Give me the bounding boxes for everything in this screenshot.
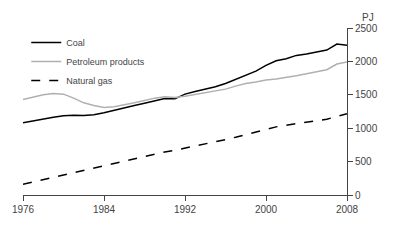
svg-text:1500: 1500 (355, 89, 378, 100)
svg-text:1976: 1976 (12, 204, 35, 215)
svg-text:PJ: PJ (362, 12, 374, 23)
svg-text:2000: 2000 (255, 204, 278, 215)
svg-text:500: 500 (355, 156, 372, 167)
svg-text:Petroleum products: Petroleum products (66, 57, 145, 67)
svg-text:1984: 1984 (93, 204, 116, 215)
svg-text:0: 0 (355, 190, 361, 201)
svg-text:2008: 2008 (336, 204, 359, 215)
svg-text:1000: 1000 (355, 123, 378, 134)
svg-text:Coal: Coal (66, 38, 85, 48)
svg-text:Natural gas: Natural gas (66, 76, 113, 86)
svg-text:1992: 1992 (174, 204, 197, 215)
svg-text:2000: 2000 (355, 56, 378, 67)
svg-text:2500: 2500 (355, 23, 378, 34)
